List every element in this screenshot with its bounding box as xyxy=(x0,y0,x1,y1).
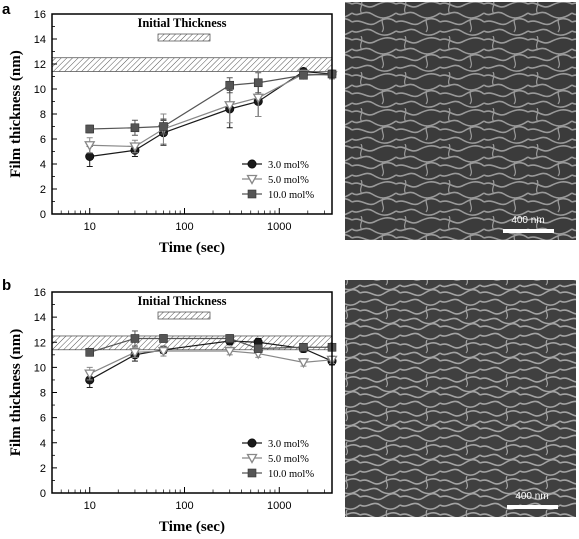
y-tick-label-b: 8 xyxy=(40,388,46,400)
band-annotation-label-a: Initial Thickness xyxy=(137,16,226,30)
y-tick-label-a: 10 xyxy=(34,84,46,96)
panel-label-b: b xyxy=(2,277,11,294)
y-tick-label-a: 2 xyxy=(40,184,46,196)
plot-frame-b xyxy=(51,291,333,494)
data-point-b-2 xyxy=(159,334,168,343)
data-point-a-2 xyxy=(85,124,95,134)
legend-marker-b-0 xyxy=(247,438,257,448)
y-tick-label-b: 6 xyxy=(40,413,46,425)
band-annotation-swatch-a xyxy=(157,33,211,42)
data-point-b-1 xyxy=(157,346,170,357)
band-annotation-label-b: Initial Thickness xyxy=(137,294,226,308)
legend-label-a-0: 3.0 mol% xyxy=(268,160,309,171)
micrograph-image-b xyxy=(345,280,576,517)
plot-frame-a xyxy=(51,13,333,215)
data-point-b-2 xyxy=(130,334,140,343)
legend-label-a-2: 10.0 mol% xyxy=(268,190,314,201)
legend-label-b-0: 3.0 mol% xyxy=(268,439,309,450)
data-point-a-0 xyxy=(85,152,95,162)
data-point-a-1 xyxy=(252,93,264,104)
plot-area-b xyxy=(52,292,332,493)
scale-bar-label-b: 400 nm xyxy=(515,491,548,502)
data-point-b-1 xyxy=(224,346,236,357)
x-tick-label-a: 1000 xyxy=(267,221,291,233)
micrograph-image-a xyxy=(345,2,576,240)
x-tick-label-a: 100 xyxy=(175,221,193,233)
x-axis-title-a: Time (sec) xyxy=(159,240,225,256)
data-point-a-1 xyxy=(84,141,96,152)
initial-thickness-band-a xyxy=(51,57,333,72)
y-tick-label-a: 12 xyxy=(34,59,46,71)
scale-bar-label-a: 400 nm xyxy=(511,215,544,226)
panel-label-a: a xyxy=(2,1,11,18)
legend-label-b-1: 5.0 mol% xyxy=(268,454,309,465)
data-point-a-1 xyxy=(224,101,236,112)
x-tick-label-b: 1000 xyxy=(267,500,291,512)
band-annotation-swatch-b xyxy=(157,311,211,320)
x-axis-title-b: Time (sec) xyxy=(159,519,225,535)
x-tick-label-b: 10 xyxy=(84,500,96,512)
legend-label-a-1: 5.0 mol% xyxy=(268,175,309,186)
data-point-a-2 xyxy=(225,80,235,90)
data-point-b-2 xyxy=(85,347,95,357)
data-point-a-1 xyxy=(129,142,141,153)
y-tick-label-b: 10 xyxy=(34,362,46,374)
legend-marker-a-2 xyxy=(247,189,257,199)
y-axis-title-b: Film thickness (nm) xyxy=(8,329,24,457)
y-tick-label-a: 14 xyxy=(34,34,46,46)
micrograph-b: 400 nm xyxy=(345,280,576,517)
x-tick-label-a: 10 xyxy=(84,221,96,233)
data-point-a-2 xyxy=(299,70,308,80)
legend-marker-a-1 xyxy=(246,174,258,185)
y-tick-label-b: 16 xyxy=(34,287,46,299)
legend-marker-b-1 xyxy=(246,453,258,464)
data-point-a-2 xyxy=(159,122,168,131)
data-point-b-2 xyxy=(299,342,308,352)
data-point-a-2 xyxy=(130,123,140,133)
y-tick-label-b: 4 xyxy=(40,438,46,450)
y-tick-label-b: 2 xyxy=(40,463,46,475)
x-tick-label-b: 100 xyxy=(175,500,193,512)
legend-label-b-2: 10.0 mol% xyxy=(268,469,314,480)
micrograph-a: 400 nm xyxy=(345,2,576,240)
data-point-a-2 xyxy=(253,78,263,88)
legend-marker-b-2 xyxy=(247,468,257,478)
data-point-b-2 xyxy=(225,334,235,343)
y-tick-label-a: 4 xyxy=(40,159,46,171)
chart-panel-a: Initial Thickness 0 2 4 6 8 10 12 14 16 10 100 1000 T… xyxy=(8,9,338,256)
y-tick-label-a: 0 xyxy=(40,209,46,221)
y-tick-label-b: 0 xyxy=(40,488,46,500)
data-point-b-1 xyxy=(129,348,141,359)
y-tick-label-b: 14 xyxy=(34,312,46,324)
scale-bar-a xyxy=(503,229,554,233)
y-tick-label-a: 8 xyxy=(40,109,46,121)
y-tick-label-a: 16 xyxy=(34,9,46,21)
scale-bar-b xyxy=(507,505,558,509)
chart-panel-b: Initial Thickness 0 2 4 6 8 10 12 14 16 10 100 1000 T… xyxy=(8,287,338,535)
y-axis-title-a: Film thickness (nm) xyxy=(8,50,24,178)
data-point-b-2 xyxy=(253,344,263,353)
plot-area-a xyxy=(52,14,332,214)
y-tick-label-a: 6 xyxy=(40,134,46,146)
legend-marker-a-0 xyxy=(247,159,257,169)
data-point-b-1 xyxy=(297,358,310,369)
y-tick-label-b: 12 xyxy=(34,337,46,349)
data-point-b-1 xyxy=(84,369,96,380)
